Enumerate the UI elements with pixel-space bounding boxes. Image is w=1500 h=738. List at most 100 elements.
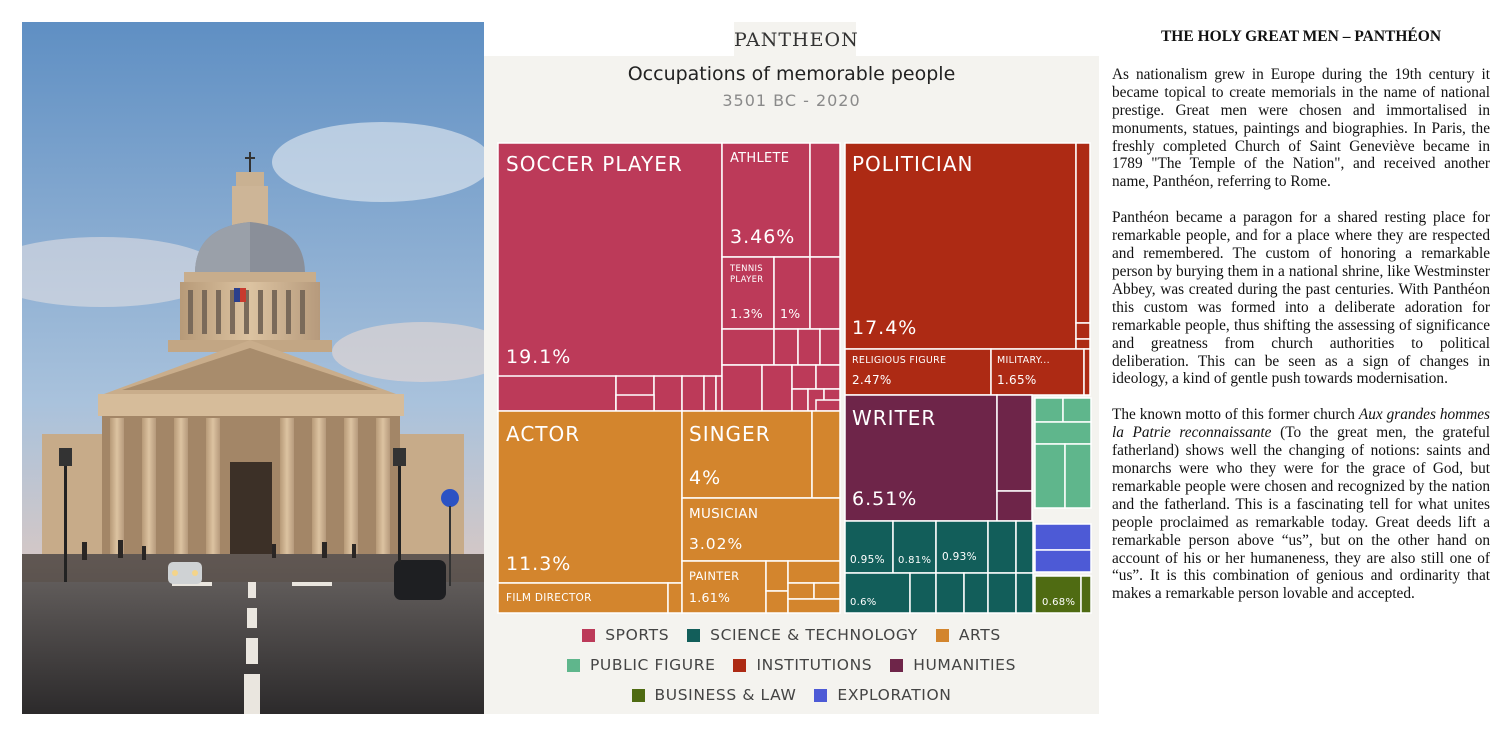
treemap-value-business-law: 0.68% <box>1042 597 1075 608</box>
treemap-value-science-2: 0.81% <box>898 555 931 566</box>
treemap-label-military: MILITARY... <box>997 355 1050 366</box>
treemap-value-actor: 11.3% <box>506 553 571 575</box>
treemap-label-actor: ACTOR <box>506 422 580 446</box>
treemap-cell-science-small <box>987 572 1017 614</box>
treemap-value-science-3: 0.93% <box>942 551 977 563</box>
treemap-label-musician: MUSICIAN <box>689 506 758 522</box>
treemap-cell-humanities-small <box>996 394 1033 492</box>
treemap-cell-sports-small <box>815 364 841 390</box>
treemap-cell-arts-small <box>667 582 683 614</box>
treemap-cell-painter <box>681 560 767 614</box>
treemap-cell-sports-small <box>497 375 617 412</box>
legend-item-science: SCIENCE & TECHNOLOGY <box>687 626 918 644</box>
treemap-cell-institutions-small <box>1075 322 1091 340</box>
treemap-cell-public-figure <box>1034 443 1066 509</box>
treemap-cell-science-small <box>909 572 937 614</box>
treemap-cell-soccer-player <box>497 142 723 412</box>
article-paragraph-3: The known motto of this former church Au… <box>1112 406 1490 603</box>
treemap-cell-arts-small <box>765 560 789 592</box>
treemap-value-religious: 2.47% <box>852 373 892 387</box>
treemap-cell-institutions-small <box>1083 348 1091 396</box>
treemap-cell-actor <box>497 410 683 584</box>
legend-item-sports: SPORTS <box>582 626 669 644</box>
treemap-cell-arts-small <box>765 590 789 614</box>
treemap-cell-institutions-small <box>1075 338 1091 350</box>
treemap-value-politician: 17.4% <box>852 317 917 339</box>
legend-swatch <box>814 688 828 702</box>
legend-swatch <box>687 628 701 642</box>
treemap-cell-arts-small <box>787 560 841 584</box>
treemap-cell-science-small <box>963 572 989 614</box>
treemap-cell-athlete <box>721 142 811 258</box>
treemap-value-musician: 3.02% <box>689 535 743 553</box>
legend-label: SPORTS <box>605 626 670 644</box>
treemap-cell-sports-small <box>615 394 655 412</box>
legend-item-exploration: EXPLORATION <box>814 686 951 704</box>
article: THE HOLY GREAT MEN – PANTHÉON As nationa… <box>1112 22 1490 621</box>
treemap-cell-film-director <box>497 582 669 614</box>
treemap-label-writer: WRITER <box>852 406 936 430</box>
legend-swatch <box>935 628 949 642</box>
treemap-cell-science-small <box>935 572 965 614</box>
treemap-value-soccer-player: 19.1% <box>506 346 571 368</box>
treemap-label-singer: SINGER <box>689 422 771 446</box>
legend-item-humanities: HUMANITIES <box>890 656 1016 674</box>
treemap-cell-sports-small <box>797 328 821 366</box>
treemap-cell-science-small <box>987 520 1017 574</box>
treemap-label-tennis: TENNIS <box>729 264 763 274</box>
treemap-cell-sports-small <box>721 328 775 366</box>
brand-label: PANTHEON <box>734 22 858 56</box>
treemap-cell-arts-small <box>787 598 841 614</box>
legend-item-business-law: BUSINESS & LAW <box>631 686 797 704</box>
legend-swatch <box>566 658 580 672</box>
treemap-cell-sports-small <box>815 399 841 412</box>
treemap-cell-military <box>990 348 1085 396</box>
treemap-cell-sports-small <box>721 364 763 412</box>
treemap-label-politician: POLITICIAN <box>852 152 973 176</box>
treemap-cell-science-2 <box>892 520 937 574</box>
treemap-cell-politician <box>844 142 1077 350</box>
legend-label: INSTITUTIONS <box>756 656 873 674</box>
treemap-cell-business-law-small <box>1080 575 1092 614</box>
treemap-cell-sports-small <box>681 375 705 412</box>
article-text: (To the great men, the grateful fatherla… <box>1112 424 1490 603</box>
treemap-label-film-director: FILM DIRECTOR <box>506 592 592 604</box>
treemap-cell-science-3 <box>935 520 989 574</box>
article-title: THE HOLY GREAT MEN – PANTHÉON <box>1160 28 1442 45</box>
treemap-cell-science-small <box>1015 572 1034 614</box>
legend-swatch <box>733 658 747 672</box>
treemap-cell-business-law <box>1034 575 1082 614</box>
treemap-cell-musician <box>681 497 841 562</box>
legend-item-institutions: INSTITUTIONS <box>733 656 872 674</box>
treemap-label-athlete: ATHLETE <box>730 151 789 166</box>
chart-title: Occupations of memorable people <box>627 63 956 85</box>
legend-item-public-figure: PUBLIC FIGURE <box>566 656 716 674</box>
treemap-value-military: 1.65% <box>997 373 1037 387</box>
legend-swatch <box>631 688 645 702</box>
treemap-cell-sports-small <box>773 328 799 366</box>
treemap-value-writer: 6.51% <box>852 488 917 510</box>
legend-label: EXPLORATION <box>837 686 952 704</box>
treemap-cell-public-figure <box>1064 443 1092 509</box>
treemap-cell-science-4 <box>844 572 911 614</box>
treemap-cell-arts-small <box>787 582 815 600</box>
treemap-cell-public-figure <box>1034 421 1092 445</box>
treemap-value-science-1: 0.95% <box>850 554 885 566</box>
legend-row: BUSINESS & LAW EXPLORATION <box>484 680 1099 710</box>
treemap-cell-sports-small <box>791 364 817 390</box>
treemap-value-tennis: 1.3% <box>730 306 763 321</box>
treemap-value-painter: 1.61% <box>689 590 730 605</box>
treemap-label-painter: PAINTER <box>689 569 739 583</box>
treemap-cell-public-figure <box>1034 397 1064 423</box>
treemap-cell-humanities-small <box>996 490 1033 522</box>
treemap-cell-sports-small <box>715 375 723 412</box>
chart-legend: SPORTS SCIENCE & TECHNOLOGY ARTS PUBLIC … <box>484 620 1099 710</box>
treemap-cell-sports-small <box>653 375 683 412</box>
article-paragraph-1: As nationalism grew in Europe during the… <box>1112 65 1490 191</box>
chart-subtitle: 3501 BC - 2020 <box>722 91 861 110</box>
treemap-cell-exploration <box>1034 549 1092 573</box>
legend-label: ARTS <box>958 626 1001 644</box>
legend-row: PUBLIC FIGURE INSTITUTIONS HUMANITIES <box>484 650 1099 680</box>
treemap-label-soccer-player: SOCCER PLAYER <box>506 152 683 176</box>
